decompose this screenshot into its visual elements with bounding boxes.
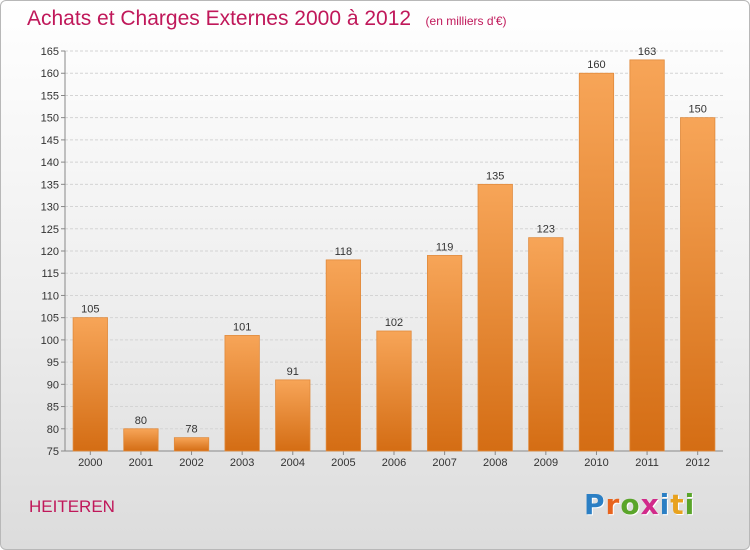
x-tick-label-2002: 2002 (179, 457, 203, 469)
commune-name: HEITEREN (29, 497, 115, 516)
y-tick-label: 120 (41, 246, 59, 258)
x-tick-label-2012: 2012 (685, 457, 709, 469)
x-tick-label-2001: 2001 (129, 457, 153, 469)
data-label-2007: 119 (436, 241, 454, 253)
logo-letter: i (659, 488, 671, 521)
y-tick-label: 85 (47, 402, 59, 414)
data-label-2009: 123 (537, 224, 555, 236)
y-tick-label: 130 (41, 202, 59, 214)
y-tick-label: 90 (47, 379, 59, 391)
y-tick-label: 110 (41, 290, 59, 302)
bar-2003 (224, 335, 260, 452)
y-tick-label: 100 (41, 335, 59, 347)
y-tick-label: 165 (41, 46, 59, 58)
x-tick-label-2007: 2007 (432, 457, 456, 469)
chart-title: Achats et Charges Externes 2000 à 2012 (27, 7, 412, 30)
logo-letter: x (640, 488, 660, 521)
bar-2011 (629, 59, 665, 452)
y-tick-label: 95 (47, 357, 59, 369)
data-label-2001: 80 (135, 415, 147, 427)
logo-letter: i (684, 488, 696, 521)
bar-2002 (173, 437, 210, 452)
data-label-2002: 78 (185, 424, 197, 436)
unit-note: (en milliers d'€) (425, 14, 507, 28)
y-tick-label: 80 (47, 424, 59, 436)
x-tick-label-2000: 2000 (78, 457, 102, 469)
x-tick-label-2008: 2008 (483, 457, 507, 469)
data-label-2011: 163 (638, 46, 656, 58)
title-row: Achats et Charges Externes 2000 à 2012 (… (27, 7, 507, 31)
data-label-2012: 150 (689, 104, 707, 116)
bar-2001 (123, 428, 159, 452)
y-tick-label: 105 (41, 313, 59, 325)
y-tick-label: 115 (41, 268, 59, 280)
y-tick-label: 140 (41, 157, 59, 169)
data-label-2010: 160 (587, 59, 605, 71)
y-tick-label: 150 (41, 113, 59, 125)
x-tick-label-2011: 2011 (635, 457, 659, 469)
bar-2008 (477, 183, 513, 452)
data-label-2003: 101 (233, 321, 251, 333)
bar-2012 (680, 117, 716, 452)
y-tick-label: 135 (41, 179, 59, 191)
y-tick-label: 155 (41, 90, 59, 102)
y-tick-label: 160 (41, 68, 59, 80)
bar-2006 (376, 330, 412, 452)
data-label-2000: 105 (81, 304, 99, 316)
logo-letter: o (620, 488, 641, 521)
bar-2009 (528, 237, 564, 452)
x-tick-label-2006: 2006 (382, 457, 406, 469)
logo-letter: P (584, 488, 606, 521)
data-label-2005: 118 (335, 246, 353, 258)
data-label-2006: 102 (385, 317, 403, 329)
logo-letter: r (605, 488, 621, 521)
x-tick-label-2009: 2009 (534, 457, 558, 469)
data-label-2004: 91 (287, 366, 299, 378)
bar-2010 (578, 72, 615, 452)
logo-letter: t (670, 488, 685, 521)
data-label-2008: 135 (486, 170, 504, 182)
proxiti-logo: Proxiti (584, 488, 695, 521)
y-tick-label: 125 (41, 224, 59, 236)
bar-2007 (427, 255, 463, 452)
y-tick-label: 145 (41, 135, 59, 147)
bar-2005 (325, 259, 361, 452)
bar-2004 (275, 379, 311, 452)
x-tick-label-2003: 2003 (230, 457, 254, 469)
bar-2000 (72, 317, 108, 452)
x-tick-label-2004: 2004 (281, 457, 305, 469)
x-tick-label-2005: 2005 (331, 457, 355, 469)
x-tick-label-2010: 2010 (584, 457, 608, 469)
y-tick-label: 75 (47, 446, 59, 458)
